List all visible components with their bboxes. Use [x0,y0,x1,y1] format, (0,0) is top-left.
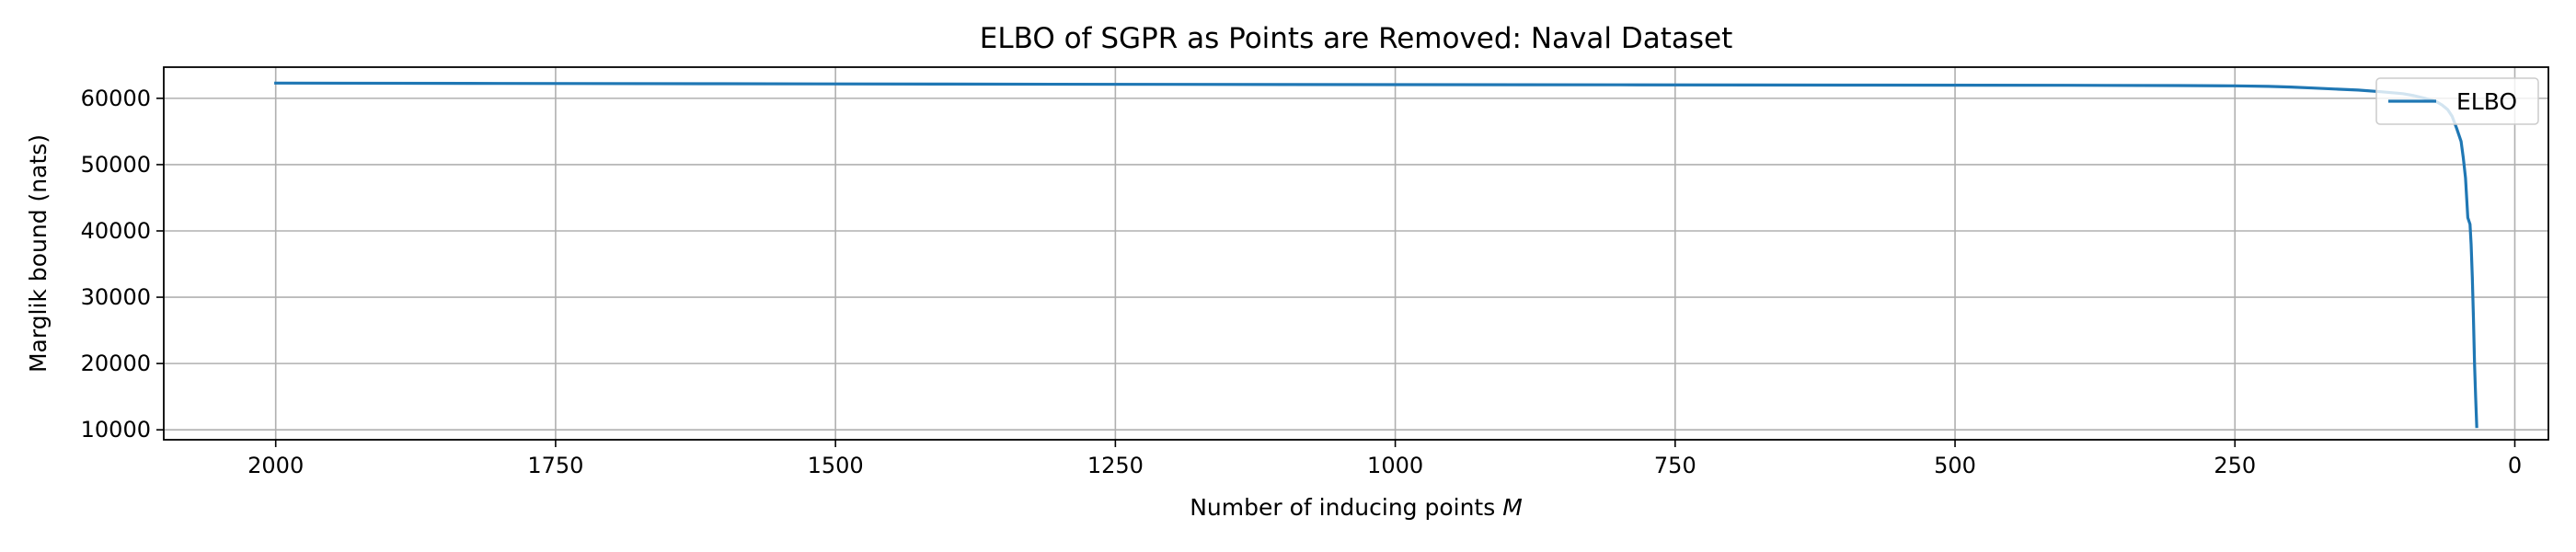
y-tick-label: 60000 [81,86,151,111]
y-tick-label: 40000 [81,218,151,244]
x-tick-label: 1000 [1367,453,1423,478]
x-tick-label: 750 [1654,453,1696,478]
x-axis-label: Number of inducing points M [1190,494,1523,521]
x-tick-label: 1750 [527,453,583,478]
y-tick-label: 30000 [81,284,151,310]
y-axis-label: Marglik bound (nats) [25,134,52,373]
legend-label-elbo: ELBO [2456,88,2517,115]
axes-frame [163,66,2549,441]
x-axis-label-variable: M [1502,494,1523,521]
y-tick-label: 20000 [81,351,151,376]
x-tick-label: 500 [1934,453,1976,478]
x-tick-label: 1500 [808,453,864,478]
grid-layer [164,67,2548,440]
legend-box [2375,77,2539,125]
x-tick-label: 1250 [1087,453,1144,478]
x-tick-label: 250 [2214,453,2256,478]
legend: ELBO [2375,77,2539,125]
y-tick-label: 50000 [81,152,151,178]
x-tick-label: 0 [2508,453,2522,478]
x-axis-label-text: Number of inducing points [1190,494,1495,521]
x-tick-label: 2000 [247,453,304,478]
ticks-layer: 2000 1750 1500 1250 1000 750 500 250 0 10000 20000… [81,86,2522,478]
chart-title: ELBO of SGPR as Points are Removed: Nava… [980,22,1733,55]
y-tick-label: 10000 [81,417,151,443]
